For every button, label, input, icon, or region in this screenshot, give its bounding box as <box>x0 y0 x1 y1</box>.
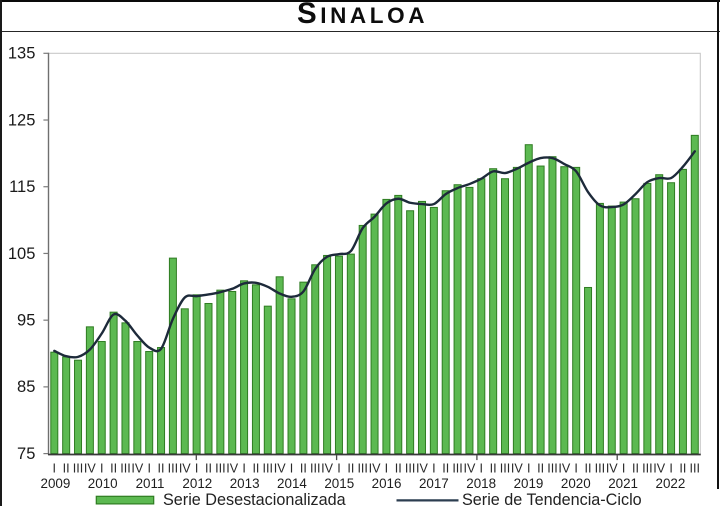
svg-text:I: I <box>100 462 104 476</box>
svg-text:125: 125 <box>8 111 36 129</box>
svg-text:95: 95 <box>17 311 35 329</box>
svg-text:III: III <box>690 462 701 476</box>
svg-text:II: II <box>585 462 592 476</box>
svg-text:I: I <box>290 462 294 476</box>
svg-text:II: II <box>110 462 117 476</box>
svg-text:2012: 2012 <box>182 476 212 491</box>
svg-text:2017: 2017 <box>419 476 449 491</box>
svg-text:2020: 2020 <box>561 476 591 491</box>
svg-text:III: III <box>73 462 84 476</box>
svg-text:III: III <box>310 462 321 476</box>
svg-text:2014: 2014 <box>277 476 307 491</box>
svg-text:I: I <box>147 462 151 476</box>
svg-text:IV: IV <box>226 462 238 476</box>
svg-text:III: III <box>595 462 606 476</box>
svg-text:II: II <box>679 462 686 476</box>
svg-text:I: I <box>242 462 246 476</box>
svg-text:III: III <box>642 462 653 476</box>
svg-text:III: III <box>215 462 226 476</box>
svg-text:II: II <box>537 462 544 476</box>
svg-text:IV: IV <box>321 462 333 476</box>
svg-text:IV: IV <box>84 462 96 476</box>
svg-text:I: I <box>195 462 199 476</box>
svg-text:IV: IV <box>416 462 428 476</box>
svg-text:IV: IV <box>653 462 665 476</box>
svg-text:115: 115 <box>9 178 35 196</box>
svg-text:II: II <box>205 462 212 476</box>
svg-text:2011: 2011 <box>136 476 165 491</box>
svg-text:II: II <box>632 462 639 476</box>
svg-text:IV: IV <box>606 462 618 476</box>
svg-text:I: I <box>53 462 57 476</box>
svg-text:II: II <box>158 462 165 476</box>
svg-text:2015: 2015 <box>324 476 354 491</box>
svg-text:II: II <box>63 462 70 476</box>
svg-text:III: III <box>500 462 511 476</box>
svg-text:Serie Desestacionalizada: Serie Desestacionalizada <box>163 491 346 509</box>
svg-text:I: I <box>432 462 436 476</box>
svg-text:IV: IV <box>274 462 286 476</box>
svg-text:IV: IV <box>558 462 570 476</box>
svg-text:2019: 2019 <box>514 476 544 491</box>
svg-text:III: III <box>547 462 558 476</box>
svg-text:2022: 2022 <box>656 476 686 491</box>
svg-text:III: III <box>168 462 179 476</box>
svg-text:IV: IV <box>131 462 143 476</box>
svg-text:I: I <box>337 462 341 476</box>
svg-text:I: I <box>669 462 673 476</box>
svg-text:75: 75 <box>17 445 35 463</box>
svg-text:I: I <box>385 462 389 476</box>
svg-text:2010: 2010 <box>88 476 118 491</box>
svg-text:IV: IV <box>179 462 191 476</box>
svg-text:I: I <box>574 462 578 476</box>
svg-text:I: I <box>480 462 484 476</box>
svg-text:II: II <box>395 462 402 476</box>
svg-text:III: III <box>452 462 463 476</box>
svg-text:III: III <box>405 462 416 476</box>
svg-text:III: III <box>263 462 274 476</box>
svg-text:III: III <box>120 462 131 476</box>
svg-text:105: 105 <box>8 245 36 263</box>
svg-text:IV: IV <box>511 462 523 476</box>
svg-text:II: II <box>490 462 497 476</box>
svg-text:I: I <box>622 462 626 476</box>
svg-text:Serie de Tendencia-Ciclo: Serie de Tendencia-Ciclo <box>462 491 642 509</box>
svg-text:IV: IV <box>369 462 381 476</box>
svg-text:135: 135 <box>8 45 36 63</box>
svg-text:IV: IV <box>463 462 475 476</box>
svg-text:2018: 2018 <box>466 476 496 491</box>
svg-text:II: II <box>300 462 307 476</box>
svg-text:2021: 2021 <box>608 476 638 491</box>
svg-text:2009: 2009 <box>41 476 71 491</box>
svg-text:II: II <box>252 462 259 476</box>
svg-text:II: II <box>347 462 354 476</box>
svg-text:85: 85 <box>17 378 35 396</box>
svg-text:I: I <box>527 462 531 476</box>
svg-text:2016: 2016 <box>372 476 402 491</box>
svg-text:2013: 2013 <box>230 476 260 491</box>
svg-text:II: II <box>442 462 449 476</box>
svg-text:III: III <box>357 462 368 476</box>
